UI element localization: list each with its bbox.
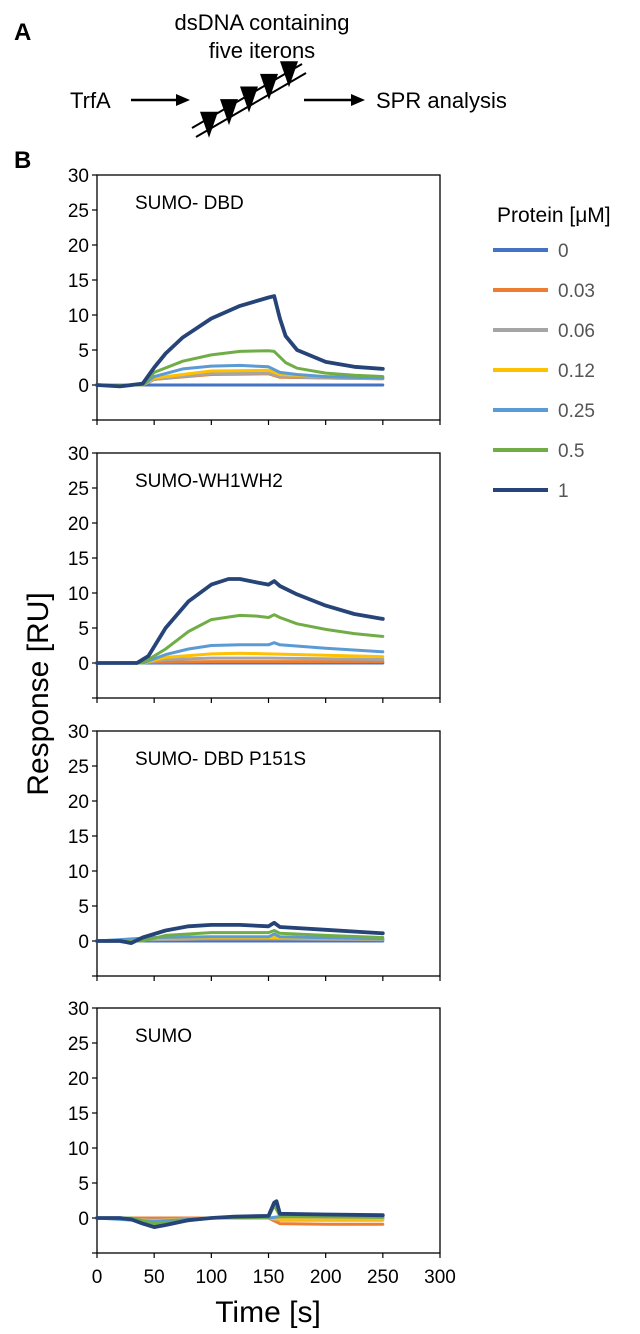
iteron-arrow-5: [280, 61, 298, 88]
y-tick-label: 20: [68, 236, 89, 257]
legend-label: 0.25: [558, 401, 595, 422]
panel-title: SUMO- DBD P151S: [135, 749, 306, 770]
panel-title: SUMO- DBD: [135, 193, 244, 214]
legend-label: 0.06: [558, 321, 595, 342]
x-axis-tick-labels: 0 50 100 150 200 250 300: [92, 1267, 456, 1288]
legend-label: 0.12: [558, 361, 595, 382]
series-line-5: [95, 641, 385, 665]
series-line-7: [95, 577, 385, 665]
dsdna-iteron-diagram: [191, 61, 307, 138]
y-tick-label: 15: [68, 1104, 89, 1125]
y-tick-label: 25: [68, 1034, 89, 1055]
chart-panels: 30 25 20 15 10 5 0 SUMO- DBD 30 25 20 15 10 5 0 SUMO-WH…: [68, 166, 441, 1258]
legend-label: 1: [558, 481, 569, 502]
iteron-arrow-4: [260, 73, 278, 100]
legend-label: 0.5: [558, 441, 584, 462]
panel-3: 30 25 20 15 10 5 0 SUMO- DBD P151S: [68, 722, 441, 981]
x-axis-title: Time [s]: [215, 1296, 321, 1329]
y-tick-label: 20: [68, 514, 89, 535]
arrow-to-dna: [131, 94, 190, 106]
y-tick-label: 15: [68, 271, 89, 292]
series-line-6: [95, 349, 385, 387]
panel-title: SUMO-WH1WH2: [135, 471, 283, 492]
y-tick-label: 5: [78, 897, 89, 918]
y-tick-label: 0: [78, 932, 89, 953]
x-tick-label: 150: [253, 1267, 285, 1288]
panel-title: SUMO: [135, 1026, 192, 1047]
series-line-5: [95, 363, 385, 387]
legend-label: 0.03: [558, 281, 595, 302]
series-line-6: [95, 613, 385, 665]
series-line-7: [95, 920, 385, 945]
y-tick-label: 15: [68, 549, 89, 570]
legend-title: Protein [μM]: [497, 204, 611, 227]
y-tick-label: 25: [68, 479, 89, 500]
panel-4: 30 25 20 15 10 5 0 SUMO: [68, 999, 441, 1258]
x-tick-label: 200: [310, 1267, 342, 1288]
y-tick-label: 20: [68, 792, 89, 813]
series-line-6: [95, 929, 385, 943]
series-line-7: [95, 1199, 385, 1229]
panel-1: 30 25 20 15 10 5 0 SUMO- DBD: [68, 166, 441, 425]
x-tick-label: 0: [92, 1267, 103, 1288]
y-tick-label: 5: [78, 341, 89, 362]
legend-label: 0: [558, 241, 569, 262]
series-line-7: [95, 294, 385, 389]
legend: 0 0.03 0.06 0.12 0.25 0.5 1: [493, 241, 595, 502]
panel-2: 30 25 20 15 10 5 0 SUMO-WH1WH2: [68, 444, 441, 703]
spr-analysis-label: SPR analysis: [376, 88, 507, 113]
iteron-arrow-2: [220, 99, 238, 126]
y-tick-label: 5: [78, 619, 89, 640]
y-axis-title: Response [RU]: [22, 592, 55, 795]
x-tick-label: 250: [367, 1267, 399, 1288]
y-tick-label: 15: [68, 827, 89, 848]
x-tick-label: 100: [195, 1267, 227, 1288]
y-tick-label: 30: [68, 166, 89, 187]
y-tick-label: 5: [78, 1174, 89, 1195]
y-tick-label: 20: [68, 1069, 89, 1090]
trfa-label: TrfA: [70, 88, 111, 113]
y-tick-label: 10: [68, 584, 89, 605]
y-tick-label: 0: [78, 654, 89, 675]
panel-a-letter: A: [14, 19, 31, 46]
y-tick-label: 0: [78, 376, 89, 397]
iteron-arrow-1: [200, 111, 218, 138]
y-tick-label: 0: [78, 1209, 89, 1230]
y-tick-label: 30: [68, 999, 89, 1020]
y-tick-label: 30: [68, 722, 89, 743]
dna-label-line2: five iterons: [209, 38, 315, 63]
panel-b-letter: B: [14, 147, 31, 174]
y-tick-label: 25: [68, 201, 89, 222]
y-tick-label: 10: [68, 862, 89, 883]
y-tick-label: 25: [68, 757, 89, 778]
y-tick-label: 10: [68, 1139, 89, 1160]
arrow-to-spr: [304, 94, 365, 106]
dna-label-line1: dsDNA containing: [175, 10, 350, 35]
iteron-arrow-3: [240, 86, 258, 113]
x-tick-label: 300: [424, 1267, 456, 1288]
x-tick-label: 50: [144, 1267, 165, 1288]
y-tick-label: 30: [68, 444, 89, 465]
y-tick-label: 10: [68, 306, 89, 327]
